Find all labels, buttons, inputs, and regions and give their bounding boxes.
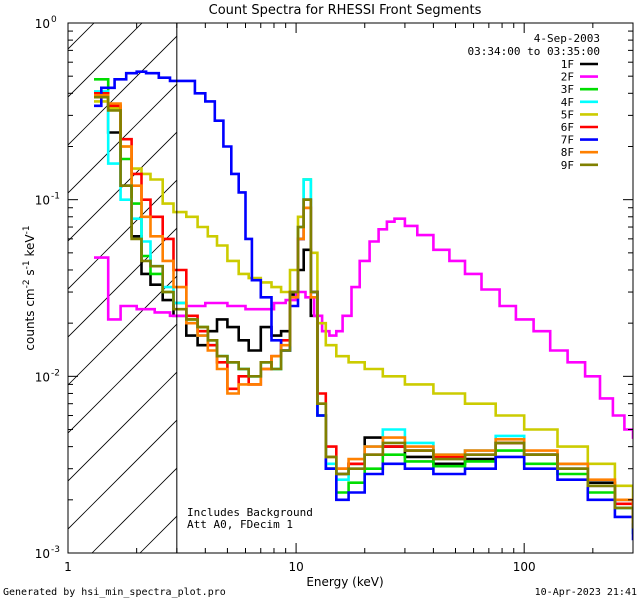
- series-line-9F: [94, 95, 633, 529]
- x-tick-label: 1: [64, 560, 72, 574]
- hatched-region: [68, 23, 177, 553]
- series-line-1F: [94, 95, 633, 524]
- legend-label-2F: 2F: [561, 71, 574, 84]
- hatch-line: [68, 419, 177, 530]
- chart-title: Count Spectra for RHESSI Front Segments: [209, 3, 482, 18]
- x-axis-label: Energy (keV): [306, 575, 383, 589]
- y-tick-exponent: -2: [51, 368, 60, 378]
- y-tick-label: 10: [35, 547, 50, 561]
- plot-frame: [67, 22, 634, 554]
- series-line-2F: [94, 217, 633, 439]
- legend-label-8F: 8F: [561, 146, 574, 159]
- legend-label-6F: 6F: [561, 121, 574, 134]
- axis-ticks: [67, 23, 634, 554]
- y-tick-exponent: -1: [51, 192, 60, 202]
- hatch-line: [68, 23, 143, 98]
- legend-label-1F: 1F: [561, 58, 574, 71]
- annotation-background: Includes Background: [187, 506, 313, 519]
- hatch-line: [68, 35, 177, 146]
- footer-generated-by: Generated by hsi_min_spectra_plot.pro: [3, 587, 226, 598]
- footer-timestamp: 10-Apr-2023 21:41: [535, 587, 637, 598]
- y-tick-exponent: -3: [51, 545, 60, 555]
- legend-label-5F: 5F: [561, 108, 574, 121]
- hatch-line: [68, 179, 177, 290]
- y-axis-label: counts cm-2 s-1 keV-1: [22, 225, 37, 350]
- y-tick-label: 10: [35, 370, 50, 384]
- y-tick-exponent: 0: [51, 15, 57, 25]
- legend-label-7F: 7F: [561, 134, 574, 147]
- series-line-5F: [94, 100, 633, 510]
- legend-label-4F: 4F: [561, 96, 574, 109]
- hatch-line: [68, 227, 177, 338]
- y-tick-label: 10: [35, 194, 50, 208]
- y-tick-label: 10: [35, 17, 50, 31]
- x-tick-label: 10: [288, 560, 303, 574]
- hatch-line: [68, 371, 177, 482]
- legend-label-9F: 9F: [561, 159, 574, 172]
- chart-date: 4-Sep-2003: [534, 32, 600, 45]
- x-tick-labels: 1 10 100: [64, 560, 535, 574]
- x-tick-label: 100: [513, 560, 536, 574]
- series-lines: [94, 70, 633, 541]
- chart-time-range: 03:34:00 to 03:35:00: [468, 45, 600, 58]
- legend-label-3F: 3F: [561, 83, 574, 96]
- annotation-attenuator: Att A0, FDecim 1: [187, 518, 293, 531]
